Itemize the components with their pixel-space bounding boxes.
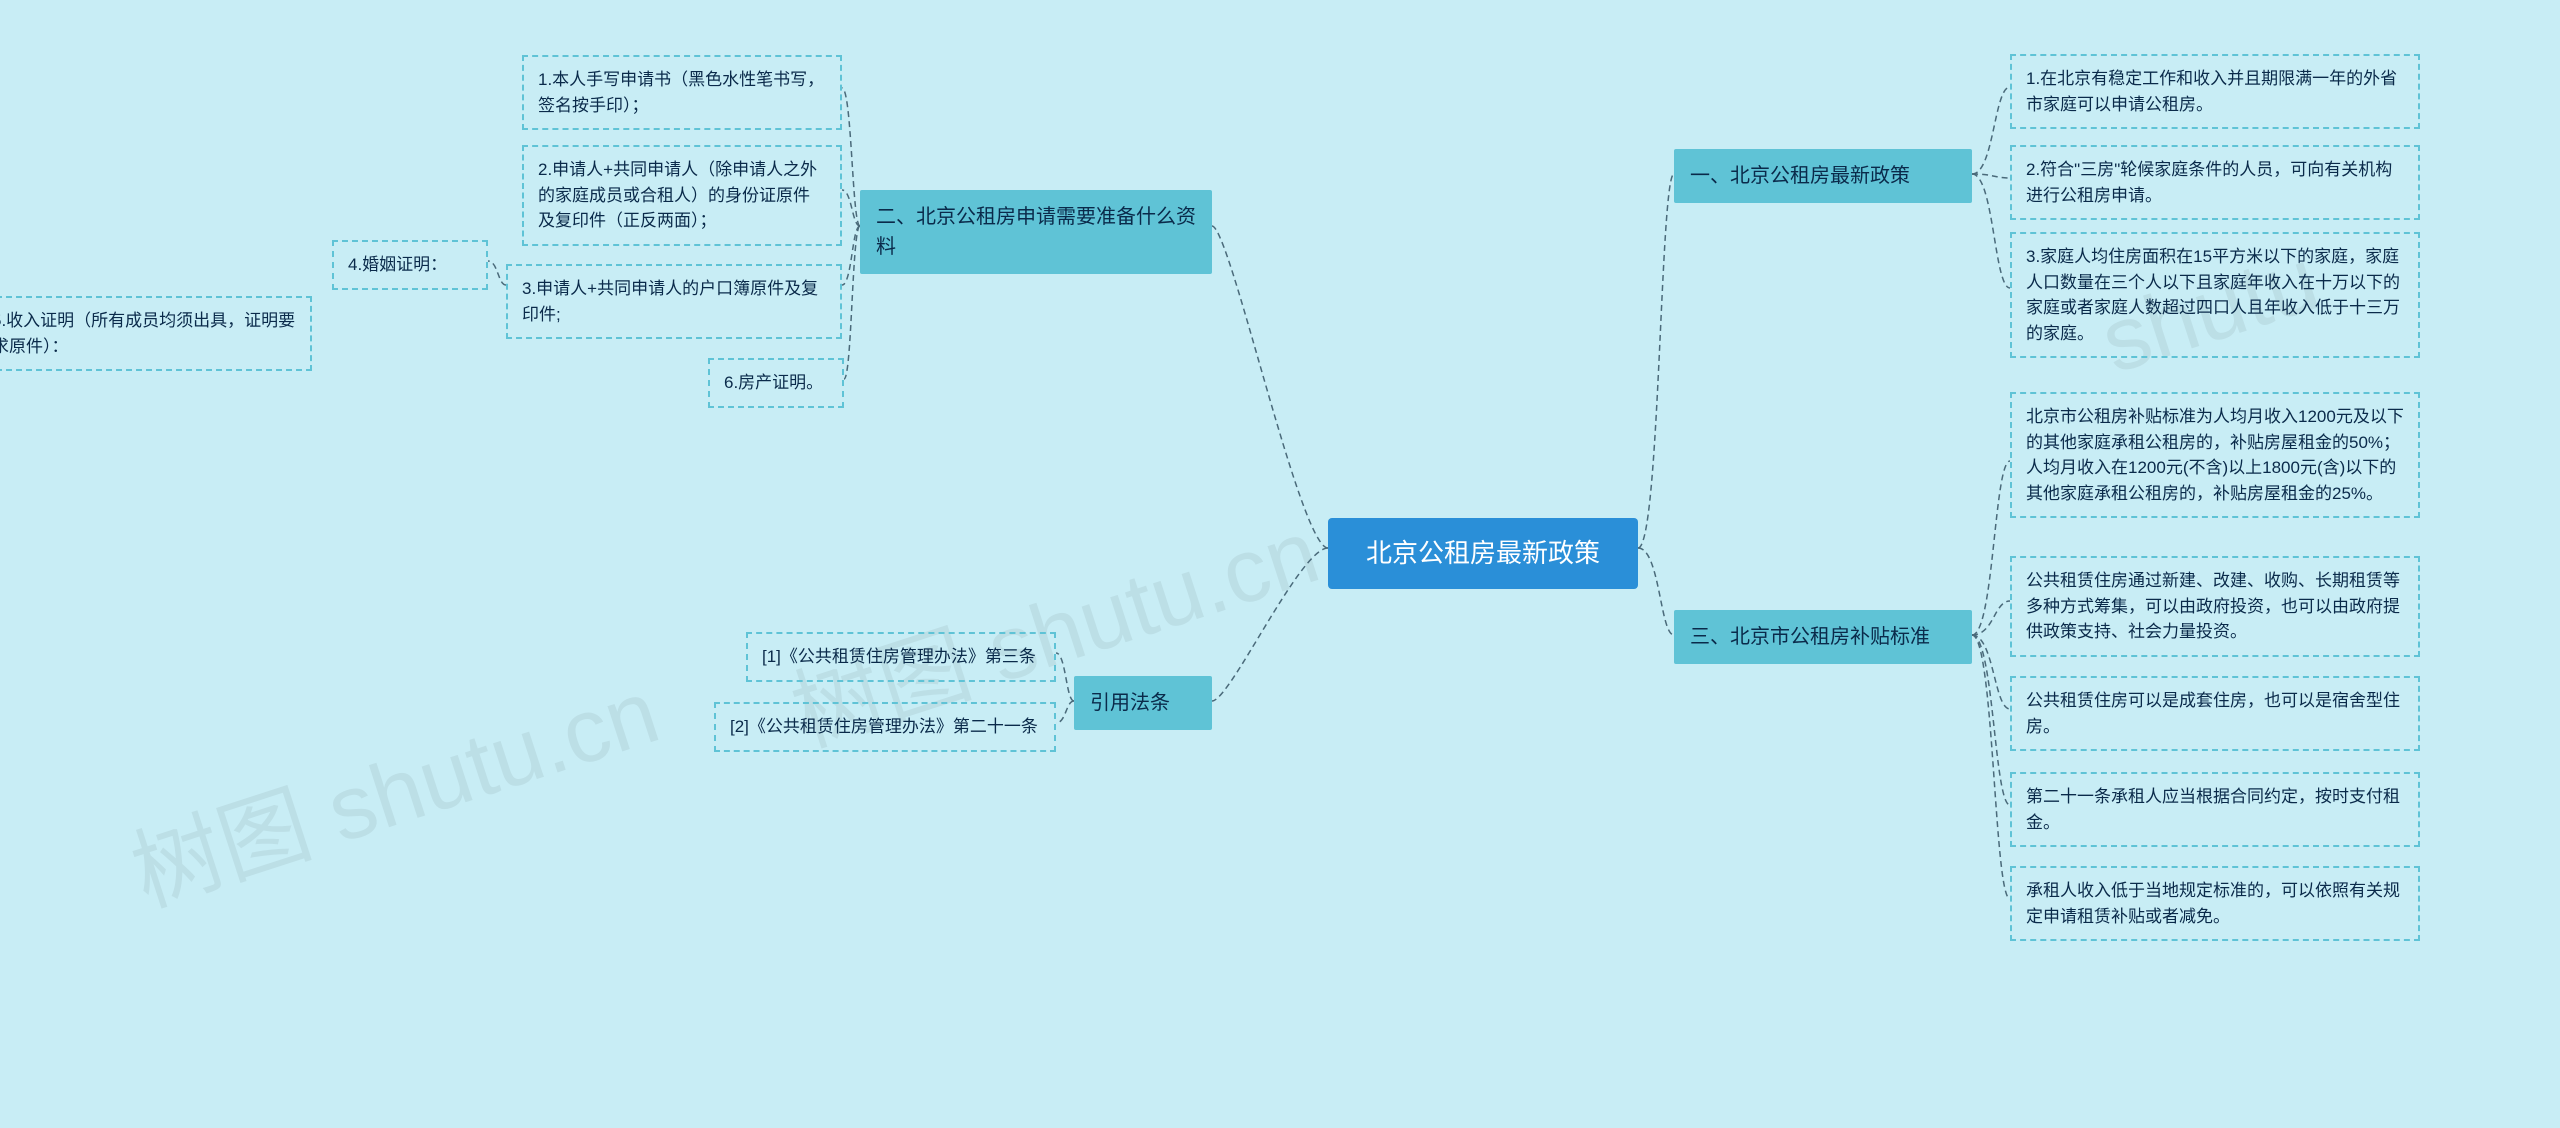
leaf-node: 2.符合"三房"轮候家庭条件的人员，可向有关机构进行公租房申请。 xyxy=(2010,145,2420,220)
leaf-node: 第二十一条承租人应当根据合同约定，按时支付租金。 xyxy=(2010,772,2420,847)
leaf-node: 北京市公租房补贴标准为人均月收入1200元及以下的其他家庭承租公租房的，补贴房屋… xyxy=(2010,392,2420,518)
leaf-node: 1.本人手写申请书（黑色水性笔书写，签名按手印）； xyxy=(522,55,842,130)
leaf-node: 公共租赁住房可以是成套住房，也可以是宿舍型住房。 xyxy=(2010,676,2420,751)
leaf-node: [2]《公共租赁住房管理办法》第二十一条 xyxy=(714,702,1056,752)
branch-right-3: 三、北京市公租房补贴标准 xyxy=(1674,610,1972,664)
leaf-node: 3.申请人+共同申请人的户口簿原件及复印件; xyxy=(506,264,842,339)
leaf-node: 3.家庭人均住房面积在15平方米以下的家庭，家庭人口数量在三个人以下且家庭年收入… xyxy=(2010,232,2420,358)
branch-left-2: 二、北京公租房申请需要准备什么资料 xyxy=(860,190,1212,274)
leaf-node: [1]《公共租赁住房管理办法》第三条 xyxy=(746,632,1056,682)
leaf-node: 6.房产证明。 xyxy=(708,358,844,408)
leaf-node: 1.在北京有稳定工作和收入并且期限满一年的外省市家庭可以申请公租房。 xyxy=(2010,54,2420,129)
leaf-node: 5.收入证明（所有成员均须出具，证明要求原件）： xyxy=(0,296,312,371)
center-node: 北京公租房最新政策 xyxy=(1328,518,1638,589)
branch-right-1: 一、北京公租房最新政策 xyxy=(1674,149,1972,203)
leaf-node: 4.婚姻证明： xyxy=(332,240,488,290)
leaf-node: 2.申请人+共同申请人（除申请人之外的家庭成员或合租人）的身份证原件及复印件（正… xyxy=(522,145,842,246)
leaf-node: 公共租赁住房通过新建、改建、收购、长期租赁等多种方式筹集，可以由政府投资，也可以… xyxy=(2010,556,2420,657)
leaf-node: 承租人收入低于当地规定标准的，可以依照有关规定申请租赁补贴或者减免。 xyxy=(2010,866,2420,941)
branch-left-cite: 引用法条 xyxy=(1074,676,1212,730)
